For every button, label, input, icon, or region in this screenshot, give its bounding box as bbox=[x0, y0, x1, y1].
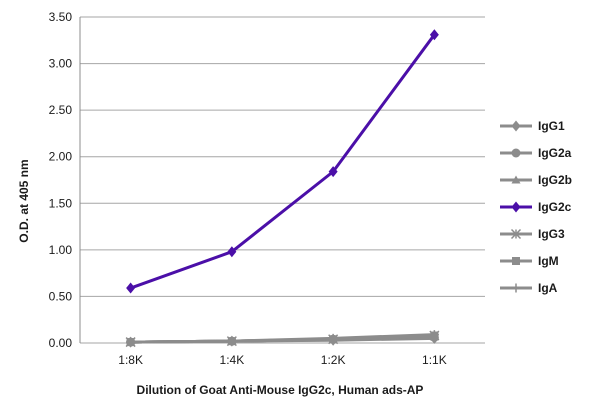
point-igg2c bbox=[429, 29, 439, 41]
legend-marker bbox=[512, 257, 520, 265]
point-iga bbox=[227, 336, 237, 346]
x-axis-title: Dilution of Goat Anti-Mouse IgG2c, Human… bbox=[137, 383, 424, 397]
legend-marker bbox=[511, 283, 521, 293]
y-tick-label: 2.50 bbox=[49, 103, 73, 117]
series-line-iga bbox=[130, 333, 435, 344]
point-iga bbox=[429, 330, 439, 340]
y-tick-label: 0.50 bbox=[49, 289, 73, 303]
y-axis-title: O.D. at 405 nm bbox=[17, 159, 31, 242]
point-iga bbox=[126, 337, 136, 347]
legend-label: IgG3 bbox=[538, 227, 565, 241]
legend-label: IgA bbox=[538, 281, 558, 295]
legend-label: IgG2a bbox=[538, 146, 572, 160]
y-tick-labels: 0.00 0.50 1.00 1.50 2.00 2.50 3.00 3.50 bbox=[49, 10, 73, 350]
legend-item-igg1: IgG1 bbox=[500, 119, 565, 133]
y-tick-label: 2.00 bbox=[49, 150, 73, 164]
point-igg2c bbox=[126, 282, 136, 294]
legend-label: IgM bbox=[538, 254, 559, 268]
legend-label: IgG2b bbox=[538, 173, 572, 187]
series-line-igg2c bbox=[130, 33, 436, 290]
x-tick-label: 1:8K bbox=[118, 353, 143, 367]
legend-item-igm: IgM bbox=[500, 254, 559, 268]
legend-label: IgG1 bbox=[538, 119, 565, 133]
series-group bbox=[125, 29, 440, 348]
x-tick-label: 1:4K bbox=[220, 353, 245, 367]
x-tick-label: 1:1K bbox=[422, 353, 447, 367]
point-igg2c bbox=[227, 246, 237, 258]
series-igg2c bbox=[126, 29, 439, 294]
legend-item-igg2a: IgG2a bbox=[500, 146, 572, 160]
legend-label: IgG2c bbox=[538, 200, 572, 214]
y-tick-label: 1.50 bbox=[49, 196, 73, 210]
y-tick-label: 3.50 bbox=[49, 10, 73, 24]
x-tick-label: 1:2K bbox=[321, 353, 346, 367]
legend-item-igg3: IgG3 bbox=[500, 227, 565, 241]
legend-marker bbox=[511, 175, 521, 184]
legend-marker bbox=[510, 228, 522, 240]
legend-marker bbox=[511, 120, 521, 132]
x-tick-labels: 1:8K 1:4K 1:2K 1:1K bbox=[118, 353, 446, 367]
y-tick-label: 0.00 bbox=[49, 336, 73, 350]
legend-item-iga: IgA bbox=[500, 281, 558, 295]
legend-marker bbox=[511, 201, 521, 213]
legend-item-igg2c: IgG2c bbox=[500, 200, 572, 214]
legend-marker bbox=[511, 148, 521, 158]
y-tick-label: 1.00 bbox=[49, 243, 73, 257]
y-tick-label: 3.00 bbox=[49, 57, 73, 71]
point-igg2c bbox=[328, 166, 338, 178]
point-iga bbox=[328, 333, 338, 343]
series-iga bbox=[126, 330, 439, 347]
legend: IgG1 IgG2a IgG2b IgG2c IgG3 IgM IgA bbox=[500, 119, 572, 295]
gridlines bbox=[79, 16, 485, 344]
legend-item-igg2b: IgG2b bbox=[500, 173, 572, 187]
